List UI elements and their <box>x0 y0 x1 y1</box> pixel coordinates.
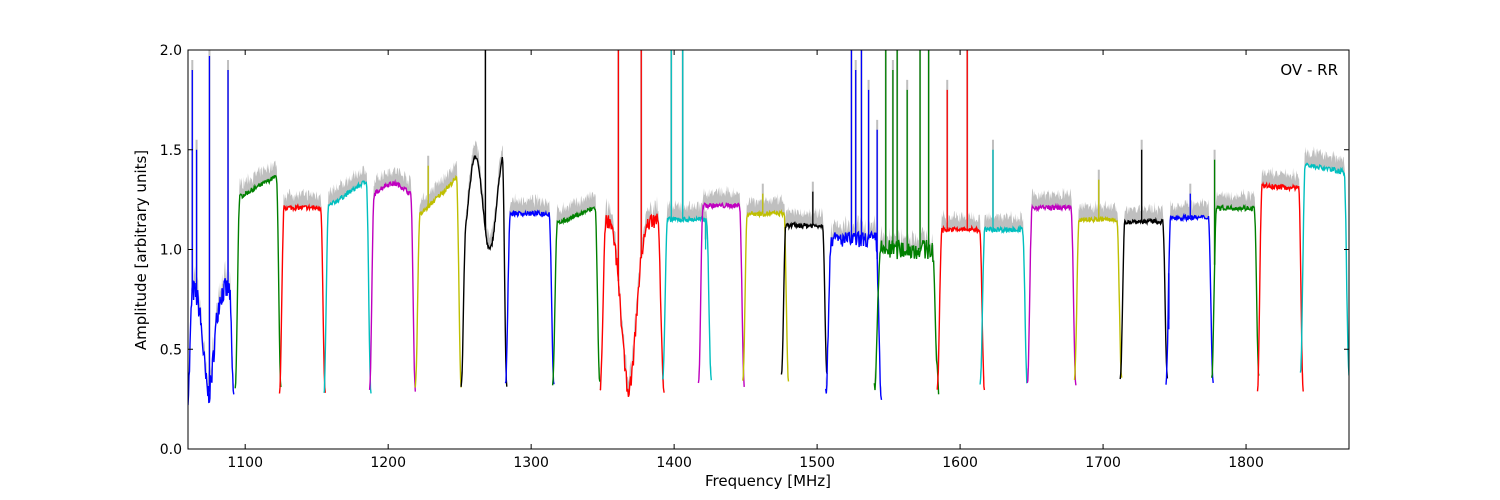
envelope-band-22 <box>1166 197 1214 385</box>
subband-trace-15 <box>825 230 883 401</box>
subband-trace-5 <box>368 178 416 392</box>
x-tick-label: 1800 <box>1228 455 1264 471</box>
subband-trace-1 <box>188 278 235 406</box>
plot-area <box>188 50 1349 406</box>
envelope-band-8 <box>505 193 554 385</box>
envelope-band-9 <box>552 191 600 386</box>
subband-trace-9 <box>551 206 601 386</box>
y-tick-label: 2.0 <box>160 43 182 59</box>
subband-trace-19 <box>1026 202 1077 386</box>
envelope-band-15 <box>825 215 882 400</box>
subband-trace-20 <box>1073 215 1123 380</box>
x-tick-label: 1700 <box>1085 455 1121 471</box>
envelope-band-20 <box>1074 200 1122 380</box>
plot-frame <box>187 49 1350 450</box>
x-tick-label: 1600 <box>942 455 978 471</box>
y-axis-label: Amplitude [arbitrary units] <box>132 150 150 350</box>
subband-trace-7 <box>460 154 508 387</box>
y-axis-ticks: 0.0 0.5 1.0 1.5 2.0 <box>160 43 1349 458</box>
envelope-layer <box>188 50 1349 406</box>
subband-trace-6 <box>414 175 462 388</box>
x-tick-label: 1300 <box>513 455 549 471</box>
envelope-band-23 <box>1211 188 1259 378</box>
y-tick-label: 0.0 <box>160 442 182 458</box>
subband-trace-23 <box>1211 203 1260 378</box>
subband-trace-18 <box>979 224 1028 385</box>
x-tick-label: 1200 <box>370 455 406 471</box>
subband-trace-2 <box>234 174 282 389</box>
subband-trace-4 <box>323 180 372 394</box>
envelope-band-16 <box>874 223 939 395</box>
y-tick-label: 1.0 <box>160 243 182 259</box>
x-tick-label: 1400 <box>656 455 692 471</box>
envelope-band-5 <box>369 166 416 392</box>
y-tick-label: 0.5 <box>160 342 182 358</box>
subband-trace-17 <box>936 224 986 391</box>
envelope-band-21 <box>1120 201 1168 380</box>
envelope-band-17 <box>937 209 985 390</box>
subband-trace-24 <box>1256 181 1304 392</box>
x-tick-label: 1100 <box>227 455 263 471</box>
subband-trace-25 <box>1299 162 1349 376</box>
series-layer <box>188 50 1349 406</box>
x-tick-label: 1500 <box>799 455 835 471</box>
envelope-band-19 <box>1027 187 1076 386</box>
subband-trace-3 <box>278 203 326 394</box>
subband-trace-22 <box>1165 212 1214 385</box>
subband-trace-16 <box>873 239 940 395</box>
envelope-band-11 <box>662 200 712 381</box>
subband-trace-8 <box>504 209 555 385</box>
envelope-band-25 <box>1300 146 1349 376</box>
envelope-band-24 <box>1257 166 1304 392</box>
subband-trace-10 <box>599 213 665 398</box>
subband-trace-21 <box>1119 216 1169 380</box>
subband-trace-14 <box>780 221 828 375</box>
x-axis-ticks: 1100 1200 1300 1400 1500 1600 1700 1800 <box>227 50 1264 471</box>
subband-trace-12 <box>697 201 745 387</box>
envelope-band-14 <box>781 206 828 375</box>
subband-trace-13 <box>742 208 790 382</box>
envelope-band-4 <box>323 165 371 394</box>
envelope-band-18 <box>980 210 1028 385</box>
envelope-band-13 <box>742 193 789 382</box>
y-tick-label: 1.5 <box>160 143 182 159</box>
subband-trace-11 <box>662 215 712 381</box>
x-axis-label: Frequency [MHz] <box>705 472 831 490</box>
envelope-band-3 <box>279 188 326 394</box>
envelope-band-2 <box>235 160 281 389</box>
annotation-label: OV - RR <box>1280 61 1338 79</box>
